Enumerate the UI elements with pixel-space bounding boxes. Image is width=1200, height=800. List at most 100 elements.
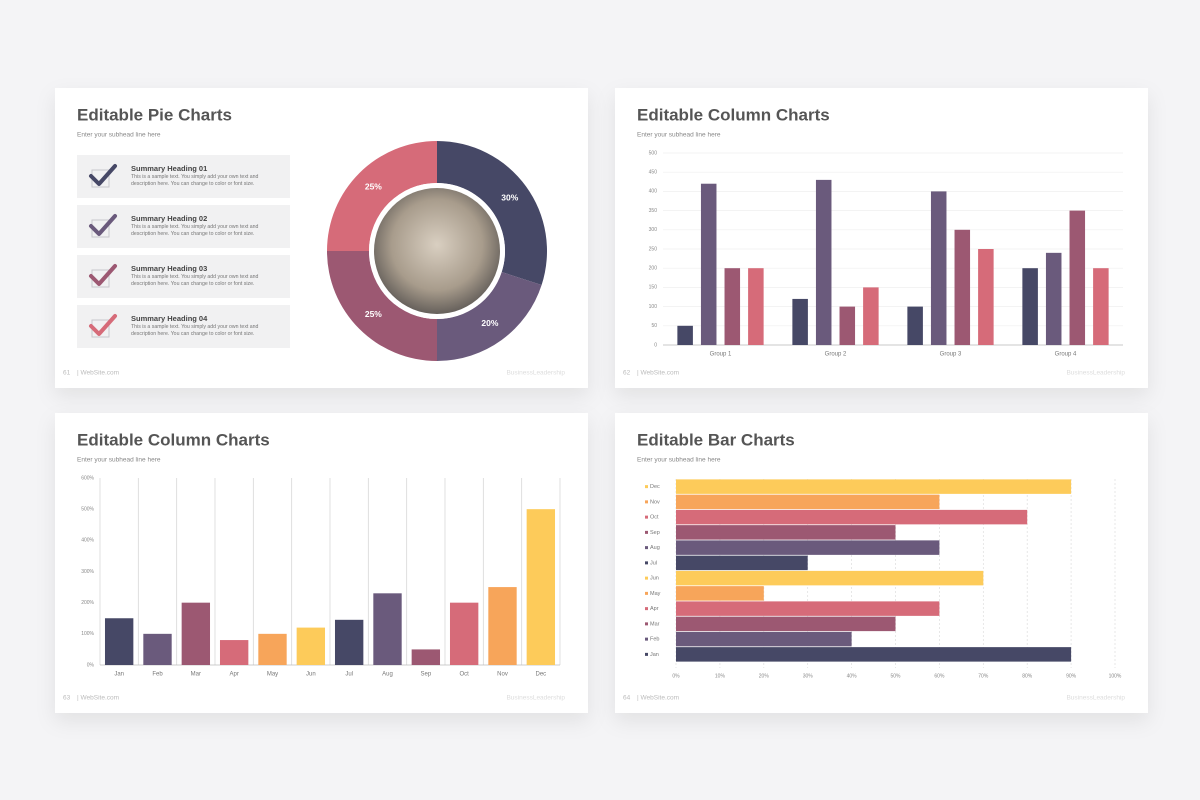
bar <box>677 325 693 345</box>
pie-slice <box>327 141 437 251</box>
bar <box>700 183 717 345</box>
y-tick-label: 500 <box>649 150 658 156</box>
y-tick-label: 600% <box>81 475 94 481</box>
summary-text-box: This is a sample text. You simply add yo… <box>131 174 258 187</box>
y-tick-label: 450 <box>649 170 658 176</box>
pie-label: 20% <box>481 318 498 328</box>
y-tick-label: Jun <box>650 576 659 582</box>
bar <box>373 593 402 665</box>
x-tick-label: Jun <box>306 672 316 678</box>
x-tick-label: Group 4 <box>1055 352 1077 358</box>
bar <box>296 627 326 665</box>
summary-text-box: This is a sample text. You simply add yo… <box>131 224 259 237</box>
footer-brand: BusinessLeadership <box>506 370 565 377</box>
y-tick-label: Apr <box>650 606 659 612</box>
x-tick-label: Aug <box>382 672 393 678</box>
slide-subtitle: Enter your subhead line here <box>77 132 161 139</box>
pie-slice <box>327 251 437 361</box>
legend-swatch <box>645 546 648 550</box>
pie-slice <box>437 141 547 285</box>
bar <box>143 633 172 665</box>
pie-label: 30% <box>501 192 518 202</box>
legend-swatch <box>645 637 648 641</box>
summary-heading: Summary Heading 04 <box>131 314 208 323</box>
y-tick-label: Mar <box>650 621 660 627</box>
y-tick-label: Feb <box>650 637 659 643</box>
summary-heading: Summary Heading 03 <box>131 264 207 273</box>
photo <box>374 188 500 314</box>
footer-brand: BusinessLeadership <box>1066 370 1125 377</box>
x-tick-label: 70% <box>978 673 989 679</box>
slide: Editable Column Charts Enter your subhead… <box>55 413 588 713</box>
slide-title: Editable Column Charts <box>637 105 830 124</box>
page-number: 62 <box>623 370 631 377</box>
bar <box>676 494 940 510</box>
x-tick-label: Jul <box>345 672 353 678</box>
bar <box>1069 210 1086 345</box>
y-tick-label: 400 <box>649 189 658 195</box>
x-tick-label: Jan <box>114 672 124 678</box>
bar <box>748 268 764 345</box>
pie-label: 25% <box>365 182 382 192</box>
bar <box>676 601 940 616</box>
bar <box>181 602 211 665</box>
slide: Editable Bar Charts Enter your subhead li… <box>615 413 1148 713</box>
legend-swatch <box>645 607 648 611</box>
y-tick-label: Dec <box>650 484 660 490</box>
y-tick-label: 0% <box>87 662 95 668</box>
y-tick-label: Nov <box>650 499 660 505</box>
check-icon <box>89 314 117 336</box>
y-tick-label: Sep <box>650 530 660 536</box>
x-tick-label: 50% <box>890 673 901 679</box>
legend-swatch <box>645 530 648 534</box>
summary-text: This is a sample text. You simply add yo… <box>131 274 259 287</box>
summary-text: This is a sample text. You simply add yo… <box>131 324 259 337</box>
y-tick-label: Aug <box>650 545 660 551</box>
y-tick-label: Jul <box>650 560 657 566</box>
summary-text: This is a sample text. You simply add yo… <box>131 224 259 237</box>
y-tick-label: 0 <box>654 342 657 348</box>
legend-swatch <box>645 622 648 626</box>
x-tick-label: Mar <box>191 672 201 678</box>
x-tick-label: May <box>267 672 278 678</box>
x-tick-label: Feb <box>152 672 163 678</box>
x-tick-label: Oct <box>459 672 469 678</box>
summary-text-box: This is a sample text. You simply add yo… <box>131 324 259 337</box>
bar <box>258 633 287 665</box>
bar <box>1022 268 1038 345</box>
bar <box>676 570 984 586</box>
bar <box>930 191 947 345</box>
legend-swatch <box>645 576 648 580</box>
bar <box>104 618 134 665</box>
bar <box>411 649 441 665</box>
bar <box>488 587 517 665</box>
x-tick-label: Apr <box>229 672 238 678</box>
bar <box>219 640 249 665</box>
y-tick-label: Jan <box>650 652 659 658</box>
check-icon <box>89 214 117 236</box>
bar <box>863 287 879 345</box>
bar <box>676 555 808 571</box>
bar <box>676 647 1072 662</box>
bar <box>676 479 1072 494</box>
bar <box>724 268 741 345</box>
bar <box>676 631 852 647</box>
page-number: 61 <box>63 370 71 377</box>
y-tick-label: 150 <box>649 285 658 291</box>
legend-swatch <box>645 591 648 595</box>
y-tick-label: 300% <box>81 569 94 575</box>
x-tick-label: 80% <box>1022 673 1033 679</box>
y-tick-label: 300 <box>649 227 658 233</box>
pie-label: 25% <box>365 309 382 319</box>
bar <box>1093 268 1109 345</box>
y-tick-label: 500% <box>81 506 94 512</box>
legend-swatch <box>645 500 648 504</box>
page-number: 63 <box>63 695 71 702</box>
bar <box>676 616 896 632</box>
y-tick-label: 200 <box>649 266 658 272</box>
y-tick-label: 250 <box>649 246 658 252</box>
y-tick-label: 100% <box>81 631 94 637</box>
bar <box>676 509 1028 525</box>
